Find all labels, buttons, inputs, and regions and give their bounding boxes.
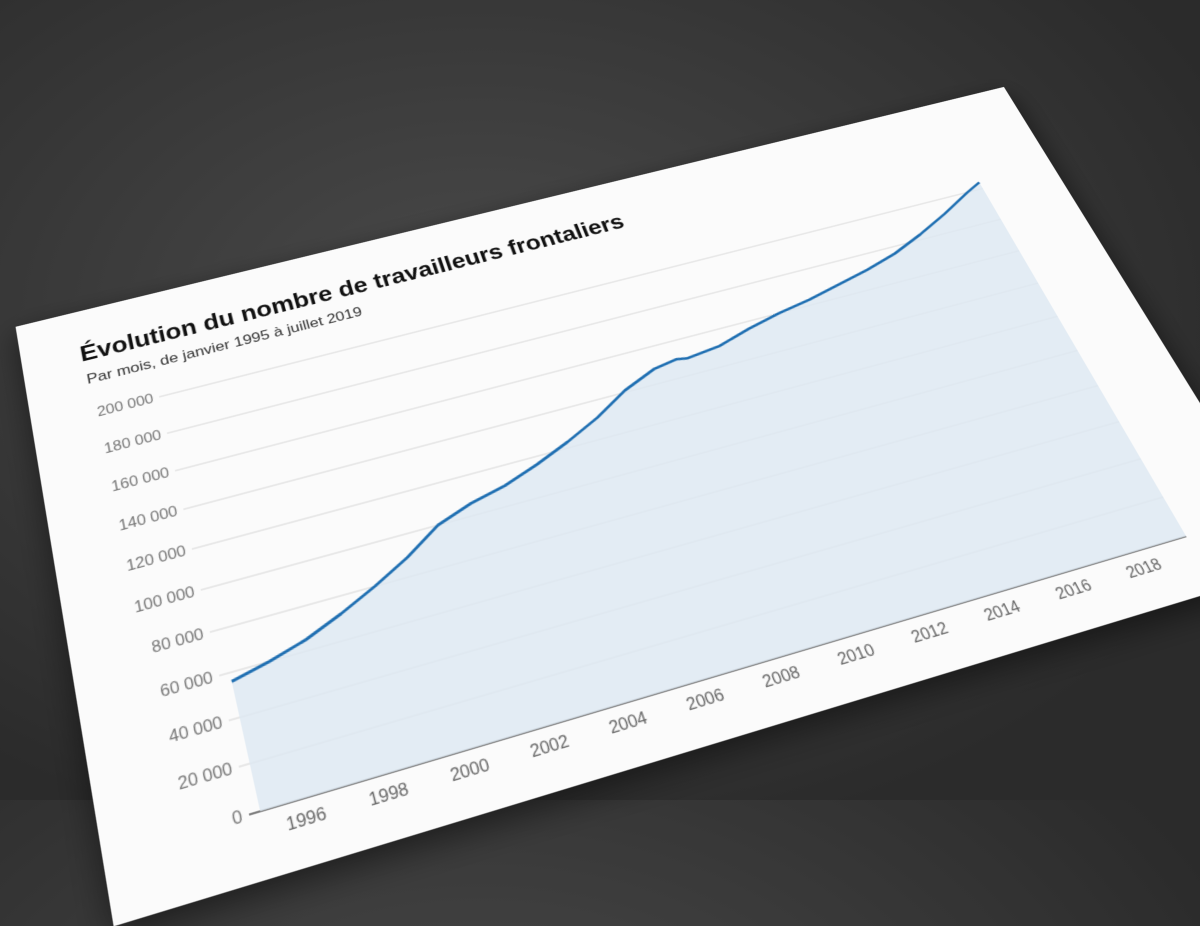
x-tick-label: 1996 bbox=[285, 805, 329, 836]
x-tick-label: 2010 bbox=[835, 642, 878, 670]
y-tick-label: 200 000 bbox=[96, 392, 155, 420]
x-tick-label: 2018 bbox=[1123, 556, 1165, 582]
x-tick-label: 2012 bbox=[909, 620, 952, 647]
x-tick-label: 2004 bbox=[607, 709, 650, 738]
y-tick-label: 160 000 bbox=[110, 465, 171, 495]
y-tick-label: 120 000 bbox=[125, 543, 187, 575]
x-tick-label: 2006 bbox=[684, 686, 727, 715]
y-tick-label: 80 000 bbox=[150, 626, 205, 657]
x-tick-label: 2000 bbox=[448, 756, 492, 786]
y-tick-label: 100 000 bbox=[133, 584, 196, 617]
x-tick-label: 2014 bbox=[981, 598, 1023, 625]
y-tick-label: 20 000 bbox=[177, 760, 235, 794]
area-fill bbox=[167, 182, 1186, 811]
y-tick-label: 40 000 bbox=[168, 714, 225, 747]
y-tick-label: 140 000 bbox=[118, 504, 180, 535]
x-tick-label: 2016 bbox=[1053, 577, 1095, 603]
printed-chart-sheet: Évolution du nombre de travailleurs fron… bbox=[16, 87, 1200, 926]
x-tick-label: 2008 bbox=[760, 664, 803, 692]
x-tick-label: 2002 bbox=[528, 733, 571, 763]
x-tick-label: 1998 bbox=[367, 780, 411, 811]
y-tick-label: 180 000 bbox=[103, 428, 163, 457]
line-chart: 0 20 000 40 000 60 000 80 000 100 000 120 000 1… bbox=[30, 167, 1200, 892]
y-tick-label: 0 bbox=[231, 808, 245, 830]
y-tick-label: 60 000 bbox=[159, 669, 215, 701]
